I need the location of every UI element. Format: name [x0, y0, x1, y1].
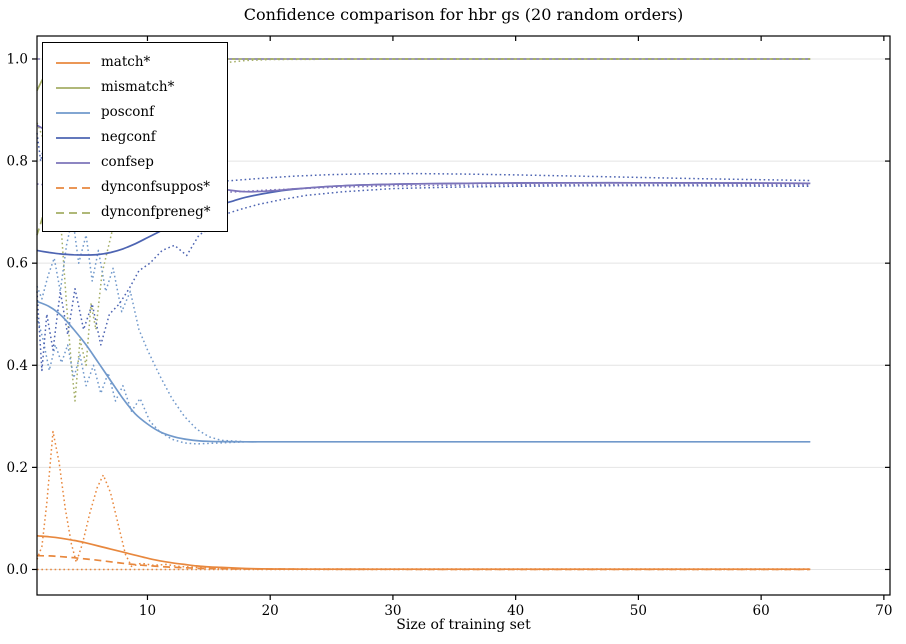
legend-line-sample — [56, 186, 90, 189]
legend-label: negconf — [101, 128, 156, 145]
legend-line-sample — [56, 211, 90, 214]
legend-label: posconf — [101, 103, 155, 120]
x-tick-label: 10 — [139, 603, 156, 619]
legend-item-mismatch: mismatch* — [43, 75, 227, 100]
y-tick-label: 0.0 — [7, 562, 28, 578]
x-tick-label: 20 — [262, 603, 279, 619]
legend-label: dynconfpreneg* — [101, 203, 211, 220]
legend-item-dynconfsuppos: dynconfsuppos* — [43, 175, 227, 200]
y-tick-label: 0.8 — [7, 154, 28, 170]
legend-label: match* — [101, 53, 151, 70]
legend-label: confsep — [101, 153, 154, 170]
x-axis-label: Size of training set — [396, 617, 531, 633]
legend-item-match: match* — [43, 50, 227, 75]
x-tick-label: 60 — [753, 603, 770, 619]
legend-item-negconf: negconf — [43, 125, 227, 150]
x-tick-label: 40 — [507, 603, 524, 619]
legend-item-dynconfpreneg: dynconfpreneg* — [43, 200, 227, 225]
legend-item-confsep: confsep — [43, 150, 227, 175]
series-posconf-band-lo — [36, 316, 811, 445]
legend-line-sample — [56, 136, 90, 139]
axes-spines — [36, 35, 891, 596]
y-tick-label: 0.2 — [7, 460, 28, 476]
legend-item-posconf: posconf — [43, 100, 227, 125]
x-tick-label: 30 — [384, 603, 401, 619]
x-tick-label: 50 — [630, 603, 647, 619]
legend-line-sample — [56, 61, 90, 64]
legend-line-sample — [56, 161, 90, 164]
series-posconf-band-hi — [36, 216, 811, 443]
y-tick-label: 0.6 — [7, 256, 28, 272]
legend-line-sample — [56, 111, 90, 114]
chart-title: Confidence comparison for hbr gs (20 ran… — [243, 5, 684, 24]
series-match — [36, 534, 811, 571]
series-negconf-band-lo — [36, 184, 811, 372]
y-tick-label: 1.0 — [7, 51, 28, 67]
legend-box: match* mismatch* posconf negconf confsep dync… — [42, 42, 228, 232]
legend-line-sample — [56, 86, 90, 89]
series-posconf — [36, 300, 811, 443]
series-dynconfsuppos — [36, 554, 811, 571]
legend-label: mismatch* — [101, 78, 175, 95]
series-match-band-hi — [36, 430, 811, 570]
legend-label: dynconfsuppos* — [101, 178, 211, 195]
x-tick-label: 70 — [875, 603, 892, 619]
y-tick-label: 0.4 — [7, 358, 28, 374]
